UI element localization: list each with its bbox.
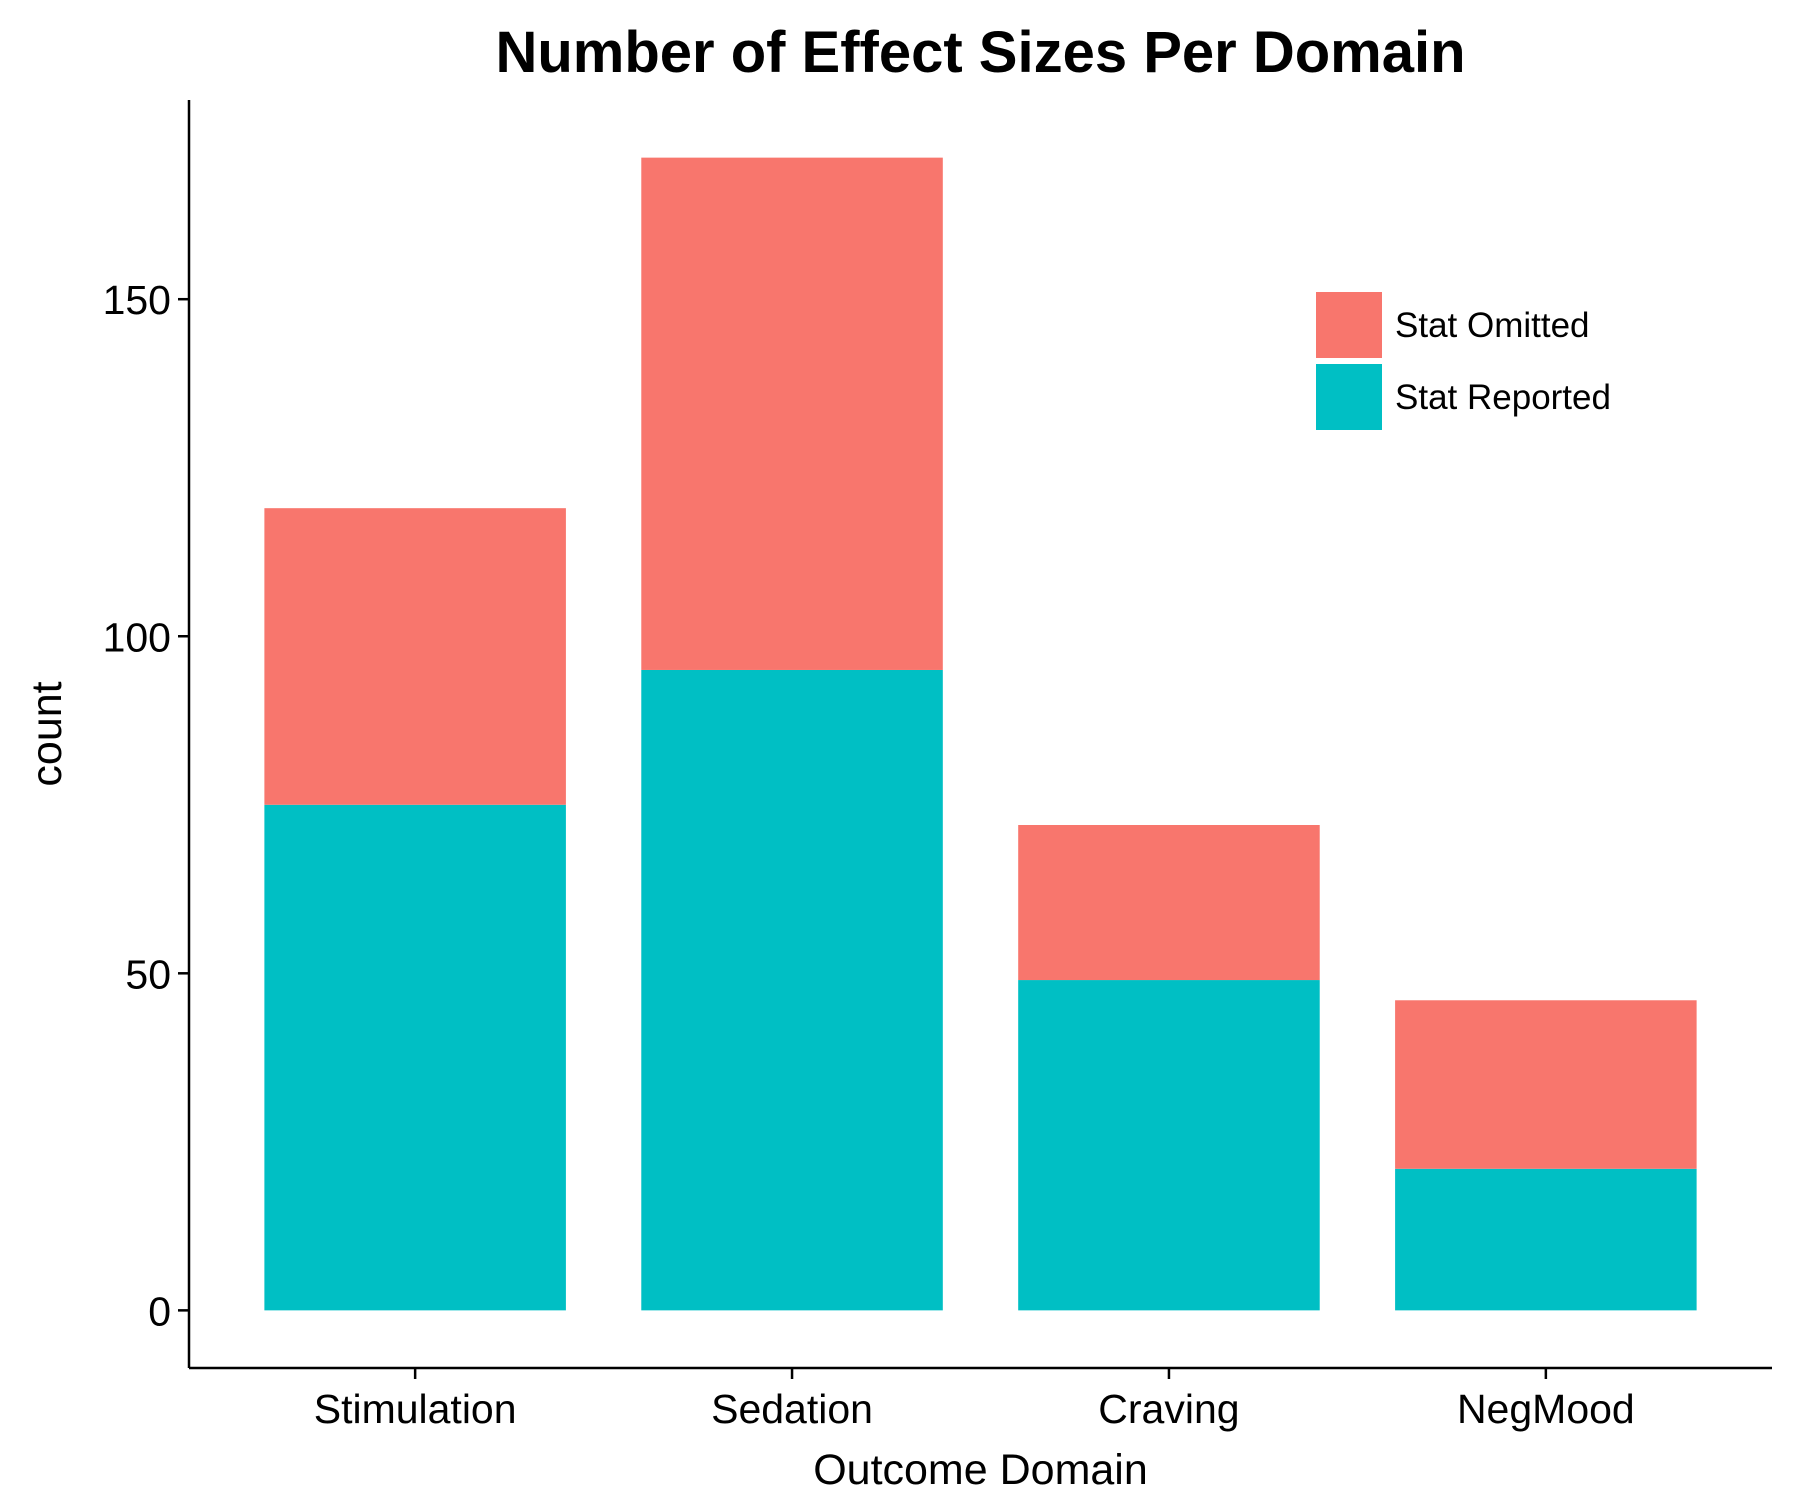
y-tick-label-150: 150 <box>103 277 171 323</box>
y-axis-title: count <box>23 681 71 786</box>
legend-label-stat-reported: Stat Reported <box>1395 378 1611 417</box>
legend: Stat Omitted Stat Reported <box>1316 292 1611 430</box>
x-tick-label-stimulation: Stimulation <box>314 1386 517 1432</box>
y-tick-label-0: 0 <box>148 1288 171 1334</box>
y-tick-label-100: 100 <box>103 614 171 660</box>
bar-stimulation-stat-omitted <box>264 508 566 805</box>
bar-craving-stat-reported <box>1018 980 1320 1311</box>
x-tick-label-negmood: NegMood <box>1457 1386 1635 1432</box>
bar-sedation-stat-omitted <box>641 157 943 670</box>
bar-negmood-stat-reported <box>1395 1168 1697 1311</box>
bar-stimulation-stat-reported <box>264 804 566 1311</box>
legend-key-stat-omitted <box>1316 292 1382 358</box>
x-tick-label-sedation: Sedation <box>711 1386 873 1432</box>
bar-sedation-stat-reported <box>641 669 943 1311</box>
y-tick-label-50: 50 <box>125 951 171 997</box>
x-axis-ticks: Stimulation Sedation Craving NegMood <box>314 1368 1635 1432</box>
x-tick-label-craving: Craving <box>1098 1386 1239 1432</box>
legend-key-stat-reported <box>1316 364 1382 430</box>
bar-negmood-stat-omitted <box>1395 1000 1697 1169</box>
legend-label-stat-omitted: Stat Omitted <box>1395 306 1590 345</box>
bars-group <box>264 157 1697 1311</box>
x-axis-title: Outcome Domain <box>813 1446 1148 1494</box>
y-axis-ticks: 0 50 100 150 <box>103 277 189 1334</box>
chart-title: Number of Effect Sizes Per Domain <box>495 20 1465 85</box>
bar-craving-stat-omitted <box>1018 825 1320 981</box>
